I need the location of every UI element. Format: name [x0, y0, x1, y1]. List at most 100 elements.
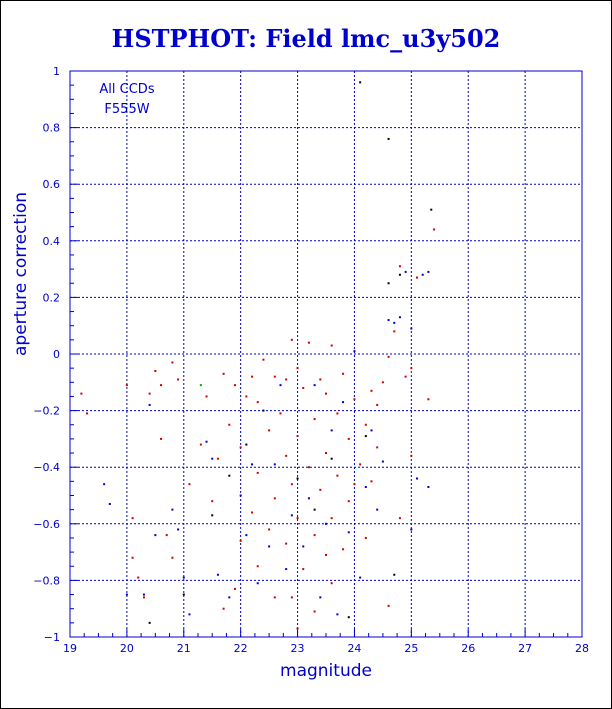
y-tick-label: −0.4 — [33, 461, 60, 474]
data-point — [410, 367, 413, 370]
data-point — [393, 330, 396, 333]
data-point — [376, 508, 379, 511]
data-point — [171, 556, 174, 559]
data-point — [393, 321, 396, 324]
data-point — [80, 392, 83, 395]
data-point — [427, 398, 430, 401]
data-point — [86, 412, 89, 415]
data-point — [370, 480, 373, 483]
data-point — [233, 384, 236, 387]
data-point — [359, 463, 362, 466]
data-point — [160, 384, 163, 387]
data-point — [142, 593, 145, 596]
data-point — [290, 596, 293, 599]
data-point — [211, 514, 214, 517]
data-point — [137, 576, 140, 579]
data-point — [233, 587, 236, 590]
data-point — [148, 403, 151, 406]
data-point — [398, 273, 401, 276]
x-axis-label: magnitude — [280, 661, 372, 681]
data-point — [228, 474, 231, 477]
data-point — [142, 596, 145, 599]
y-tick-label: 0.8 — [43, 122, 61, 135]
data-point — [245, 534, 248, 537]
data-point — [262, 409, 265, 412]
data-point — [387, 137, 390, 140]
data-point — [268, 545, 271, 548]
data-point — [410, 454, 413, 457]
data-point — [211, 457, 214, 460]
data-point — [421, 273, 424, 276]
x-tick-label: 22 — [234, 642, 248, 655]
data-point — [353, 398, 356, 401]
y-tick-label: −0.2 — [33, 405, 60, 418]
data-point — [416, 477, 419, 480]
data-point — [285, 542, 288, 545]
grid — [70, 71, 582, 637]
data-point — [347, 531, 350, 534]
x-tick-label: 24 — [347, 642, 361, 655]
data-point — [296, 477, 299, 480]
data-point — [108, 502, 111, 505]
data-point — [262, 358, 265, 361]
data-point — [245, 443, 248, 446]
data-point — [188, 613, 191, 616]
data-point — [427, 270, 430, 273]
data-point — [347, 500, 350, 503]
data-point — [290, 338, 293, 341]
data-point — [148, 621, 151, 624]
y-tick-label: −1 — [44, 631, 60, 644]
data-point — [313, 418, 316, 421]
data-point — [376, 403, 379, 406]
data-point — [364, 435, 367, 438]
data-point — [364, 486, 367, 489]
data-point — [387, 282, 390, 285]
data-point — [177, 378, 180, 381]
data-point — [325, 522, 327, 525]
data-point — [302, 545, 305, 548]
data-point — [290, 483, 293, 486]
y-tick-label: 0.2 — [43, 291, 61, 304]
data-point — [296, 435, 299, 438]
y-axis-ticks: −1 −0.8 −0.6 −0.4 −0.2 0 0.2 0.4 0.6 0.8 1 — [33, 65, 78, 644]
data-point — [313, 508, 316, 511]
x-tick-label: 27 — [518, 642, 532, 655]
data-point — [404, 375, 407, 378]
data-point — [285, 568, 288, 571]
x-tick-label: 28 — [575, 642, 589, 655]
data-point — [319, 378, 322, 381]
data-point — [228, 596, 231, 599]
data-point — [273, 375, 276, 378]
data-point — [256, 582, 259, 585]
x-tick-label: 21 — [177, 642, 191, 655]
x-tick-label: 26 — [461, 642, 475, 655]
data-point — [353, 483, 356, 486]
data-point — [182, 576, 185, 579]
data-point — [245, 395, 248, 398]
data-point — [313, 610, 316, 613]
data-point — [188, 483, 191, 486]
data-point — [199, 384, 202, 387]
data-point — [251, 463, 254, 466]
data-point — [251, 375, 254, 378]
data-point — [103, 483, 106, 486]
data-point — [410, 327, 413, 330]
y-tick-label: 0 — [53, 348, 60, 361]
data-point — [182, 593, 185, 596]
data-point — [433, 228, 436, 231]
y-tick-label: 1 — [53, 65, 60, 78]
data-point — [430, 208, 433, 211]
data-point — [290, 514, 293, 517]
data-point — [131, 556, 134, 559]
data-point — [342, 401, 345, 404]
data-point — [177, 528, 180, 531]
y-tick-label: 0.6 — [43, 178, 61, 191]
data-point — [125, 384, 128, 387]
x-tick-label: 19 — [63, 642, 77, 655]
data-point — [404, 270, 407, 273]
data-point — [302, 568, 305, 571]
data-point — [279, 412, 282, 415]
data-point — [398, 265, 401, 268]
data-point — [319, 488, 322, 491]
data-point — [239, 494, 242, 497]
